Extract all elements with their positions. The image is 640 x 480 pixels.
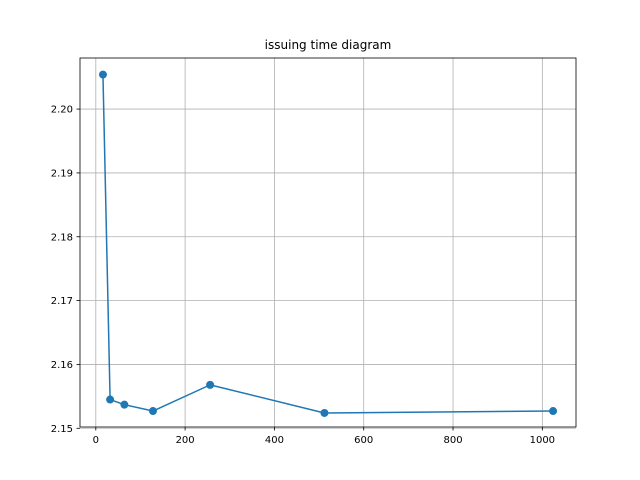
y-axis-ticks: 2.15 2.16 2.17 2.18 2.19 2.20 [51,105,80,435]
x-axis-ticks: 0 200 400 600 800 1000 [93,427,555,446]
grid-lines [80,58,576,429]
x-tick-label: 400 [265,435,284,446]
x-tick-label: 1000 [530,435,555,446]
x-tick-label: 0 [93,435,99,446]
y-tick-label: 2.18 [51,232,73,243]
chart-title: issuing time diagram [265,38,392,52]
x-tick-label: 200 [176,435,195,446]
data-point [120,400,129,409]
y-tick-label: 2.16 [51,360,73,371]
data-point [148,407,157,416]
x-tick-label: 800 [443,435,462,446]
data-point [320,408,329,417]
plot-frame [79,57,577,428]
series-layer [98,70,558,417]
y-tick-label: 2.15 [51,424,73,435]
y-tick-label: 2.20 [51,105,73,116]
x-tick-label: 600 [354,435,373,446]
data-point [549,407,558,416]
data-point [106,395,115,404]
y-tick-label: 2.19 [51,168,73,179]
axes [79,57,577,428]
data-point [98,70,107,79]
data-point [206,380,215,389]
y-tick-label: 2.17 [51,296,73,307]
